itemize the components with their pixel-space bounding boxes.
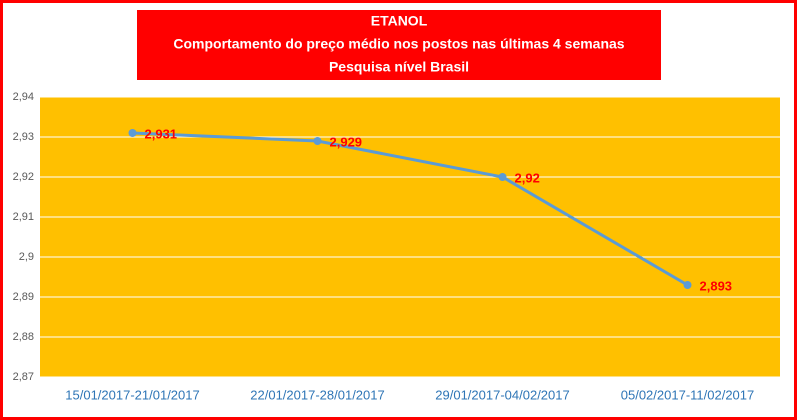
y-tick-label: 2,93 bbox=[13, 131, 34, 143]
y-tick-label: 2,89 bbox=[13, 291, 34, 303]
y-tick-label: 2,94 bbox=[13, 91, 34, 103]
point bbox=[128, 129, 137, 137]
y-tick-label: 2,91 bbox=[13, 211, 34, 223]
chart-title: ETANOL bbox=[371, 13, 428, 29]
data-label: 2,893 bbox=[700, 278, 733, 293]
x-tick-label: 05/02/2017-11/02/2017 bbox=[621, 387, 755, 402]
plot-area bbox=[40, 97, 780, 377]
y-tick-label: 2,87 bbox=[13, 371, 34, 383]
data-label: 2,92 bbox=[515, 170, 540, 185]
x-tick-label: 15/01/2017-21/01/2017 bbox=[65, 387, 199, 402]
x-tick-label: 29/01/2017-04/02/2017 bbox=[435, 387, 569, 402]
y-tick-label: 2,92 bbox=[13, 171, 34, 183]
y-tick-label: 2,88 bbox=[13, 331, 34, 343]
line bbox=[132, 131, 689, 287]
data-label: 2,929 bbox=[330, 134, 363, 149]
chart-subtitle: Pesquisa nível Brasil bbox=[329, 59, 469, 75]
chart-subtitle: Comportamento do preço médio nos postos … bbox=[173, 36, 624, 52]
point bbox=[498, 173, 507, 181]
x-tick-label: 22/01/2017-28/01/2017 bbox=[250, 387, 384, 402]
y-tick-label: 2,9 bbox=[19, 251, 34, 263]
title-box bbox=[137, 10, 661, 80]
data-label: 2,931 bbox=[145, 126, 178, 141]
point bbox=[683, 281, 692, 289]
point bbox=[313, 137, 322, 145]
